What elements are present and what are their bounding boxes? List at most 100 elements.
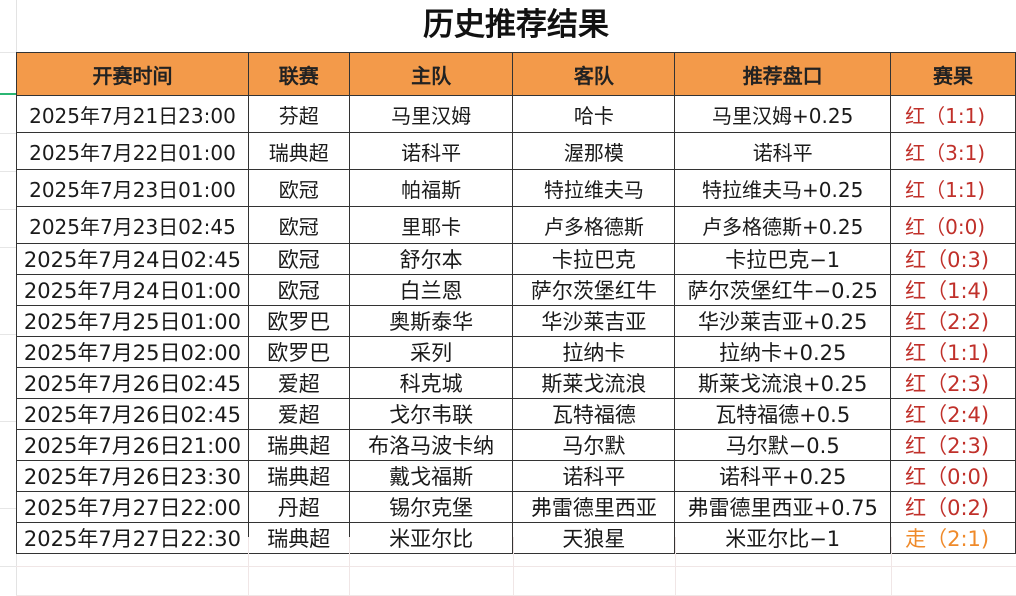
cell-league[interactable]: 芬超: [247, 95, 350, 133]
cell-pick[interactable]: 马尔默−0.5: [674, 429, 892, 461]
cell-away[interactable]: 斯莱戈流浪: [512, 367, 676, 399]
cell-result[interactable]: 红（2:3): [890, 429, 1016, 461]
cell-home[interactable]: 戈尔韦联: [348, 398, 514, 430]
cell-home[interactable]: 帕福斯: [348, 169, 514, 207]
cell-time[interactable]: 2025年7月27日22:00: [16, 491, 249, 523]
cell-result[interactable]: 红（0:0): [890, 460, 1016, 492]
cell-home[interactable]: 米亚尔比: [348, 522, 514, 554]
table-row: 2025年7月26日02:45 爱超 科克城 斯莱戈流浪 斯莱戈流浪+0.25 红（2:3…: [16, 367, 1016, 399]
cell-pick[interactable]: 斯莱戈流浪+0.25: [674, 367, 892, 399]
header-result[interactable]: 赛果: [890, 52, 1016, 96]
cell-result[interactable]: 红（1:1): [890, 95, 1016, 133]
cell-away[interactable]: 渥那模: [512, 132, 676, 170]
cell-result[interactable]: 红（1:1): [890, 169, 1016, 207]
cell-away[interactable]: 华沙莱吉亚: [512, 305, 676, 337]
cell-result[interactable]: 红（2:4): [890, 398, 1016, 430]
cell-away[interactable]: 哈卡: [512, 95, 676, 133]
cell-pick[interactable]: 弗雷德里西亚+0.75: [674, 491, 892, 523]
cell-league[interactable]: 瑞典超: [247, 429, 350, 461]
cell-time[interactable]: 2025年7月22日01:00: [16, 132, 249, 170]
cell-time[interactable]: 2025年7月26日21:00: [16, 429, 249, 461]
cell-pick[interactable]: 特拉维夫马+0.25: [674, 169, 892, 207]
cell-away[interactable]: 天狼星: [512, 522, 676, 554]
cell-home[interactable]: 奥斯泰华: [348, 305, 514, 337]
cell-league[interactable]: 欧罗巴: [247, 336, 350, 368]
header-time[interactable]: 开赛时间: [16, 52, 249, 96]
cell-result[interactable]: 红（2:3): [890, 367, 1016, 399]
cell-time[interactable]: 2025年7月24日01:00: [16, 274, 249, 306]
cell-result[interactable]: 走（2:1): [890, 522, 1016, 554]
cell-time[interactable]: 2025年7月23日01:00: [16, 169, 249, 207]
cell-pick[interactable]: 卡拉巴克−1: [674, 243, 892, 275]
cell-time[interactable]: 2025年7月26日23:30: [16, 460, 249, 492]
cell-league[interactable]: 瑞典超: [247, 460, 350, 492]
cell-home[interactable]: 马里汉姆: [348, 95, 514, 133]
cell-home[interactable]: 白兰恩: [348, 274, 514, 306]
cell-league[interactable]: 欧罗巴: [247, 305, 350, 337]
table-row: 2025年7月23日01:00 欧冠 帕福斯 特拉维夫马 特拉维夫马+0.25 红（1:1…: [16, 169, 1016, 207]
cell-time[interactable]: 2025年7月24日02:45: [16, 243, 249, 275]
cell-result[interactable]: 红（0:0): [890, 206, 1016, 244]
cell-result[interactable]: 红（0:2): [890, 491, 1016, 523]
cell-pick[interactable]: 拉纳卡+0.25: [674, 336, 892, 368]
cell-league[interactable]: 欧冠: [247, 169, 350, 207]
table-row: 2025年7月25日02:00 欧罗巴 采列 拉纳卡 拉纳卡+0.25 红（1:1): [16, 336, 1016, 368]
cell-home[interactable]: 锡尔克堡: [348, 491, 514, 523]
cell-time[interactable]: 2025年7月27日22:30: [16, 522, 249, 554]
cell-away[interactable]: 弗雷德里西亚: [512, 491, 676, 523]
cell-time[interactable]: 2025年7月26日02:45: [16, 398, 249, 430]
cell-pick[interactable]: 华沙莱吉亚+0.25: [674, 305, 892, 337]
cell-home[interactable]: 布洛马波卡纳: [348, 429, 514, 461]
cell-away[interactable]: 特拉维夫马: [512, 169, 676, 207]
cell-pick[interactable]: 诺科平: [674, 132, 892, 170]
cell-result[interactable]: 红（1:1): [890, 336, 1016, 368]
cell-home[interactable]: 科克城: [348, 367, 514, 399]
cell-pick[interactable]: 诺科平+0.25: [674, 460, 892, 492]
header-away[interactable]: 客队: [512, 52, 676, 96]
cell-time[interactable]: 2025年7月25日02:00: [16, 336, 249, 368]
header-pick[interactable]: 推荐盘口: [674, 52, 892, 96]
cell-league[interactable]: 丹超: [247, 491, 350, 523]
cell-away[interactable]: 卢多格德斯: [512, 206, 676, 244]
cell-league[interactable]: 爱超: [247, 367, 350, 399]
cell-away[interactable]: 卡拉巴克: [512, 243, 676, 275]
cell-pick[interactable]: 瓦特福德+0.5: [674, 398, 892, 430]
cell-pick[interactable]: 米亚尔比−1: [674, 522, 892, 554]
cell-away[interactable]: 萨尔茨堡红牛: [512, 274, 676, 306]
cell-home[interactable]: 采列: [348, 336, 514, 368]
cell-league[interactable]: 瑞典超: [247, 132, 350, 170]
header-home[interactable]: 主队: [348, 52, 514, 96]
cell-result[interactable]: 红（2:2): [890, 305, 1016, 337]
cell-home[interactable]: 舒尔本: [348, 243, 514, 275]
cell-away[interactable]: 拉纳卡: [512, 336, 676, 368]
cell-away[interactable]: 诺科平: [512, 460, 676, 492]
table-row: 2025年7月25日01:00 欧罗巴 奥斯泰华 华沙莱吉亚 华沙莱吉亚+0.25 红（2…: [16, 305, 1016, 337]
cell-time[interactable]: 2025年7月25日01:00: [16, 305, 249, 337]
gutter-line: [0, 52, 16, 53]
table-row: 2025年7月23日02:45 欧冠 里耶卡 卢多格德斯 卢多格德斯+0.25 红（0:0…: [16, 206, 1016, 244]
cell-pick[interactable]: 马里汉姆+0.25: [674, 95, 892, 133]
cell-home[interactable]: 诺科平: [348, 132, 514, 170]
cell-league[interactable]: 欧冠: [247, 243, 350, 275]
cell-league[interactable]: 爱超: [247, 398, 350, 430]
cell-league[interactable]: 欧冠: [247, 206, 350, 244]
cell-time[interactable]: 2025年7月23日02:45: [16, 206, 249, 244]
results-table: 开赛时间 联赛 主队 客队 推荐盘口 赛果 2025年7月21日23:00 芬超马…: [16, 52, 1016, 554]
cell-pick[interactable]: 卢多格德斯+0.25: [674, 206, 892, 244]
cell-time[interactable]: 2025年7月26日02:45: [16, 367, 249, 399]
header-league[interactable]: 联赛: [247, 52, 350, 96]
cell-home[interactable]: 戴戈福斯: [348, 460, 514, 492]
cell-result[interactable]: 红（0:3): [890, 243, 1016, 275]
cell-home[interactable]: 里耶卡: [348, 206, 514, 244]
table-row: 2025年7月22日01:00 瑞典超 诺科平 渥那模 诺科平 红（3:1): [16, 132, 1016, 170]
cell-time[interactable]: 2025年7月21日23:00: [16, 95, 249, 133]
cell-away[interactable]: 瓦特福德: [512, 398, 676, 430]
cell-result[interactable]: 红（1:4): [890, 274, 1016, 306]
cell-pick[interactable]: 萨尔茨堡红牛−0.25: [674, 274, 892, 306]
cell-result[interactable]: 红（3:1): [890, 132, 1016, 170]
cell-league[interactable]: 瑞典超: [247, 522, 350, 554]
cell-league[interactable]: 欧冠: [247, 274, 350, 306]
table-row: 2025年7月26日23:30 瑞典超 戴戈福斯 诺科平 诺科平+0.25 红（0:0): [16, 460, 1016, 492]
cell-away[interactable]: 马尔默: [512, 429, 676, 461]
empty-col-line: [248, 537, 249, 596]
